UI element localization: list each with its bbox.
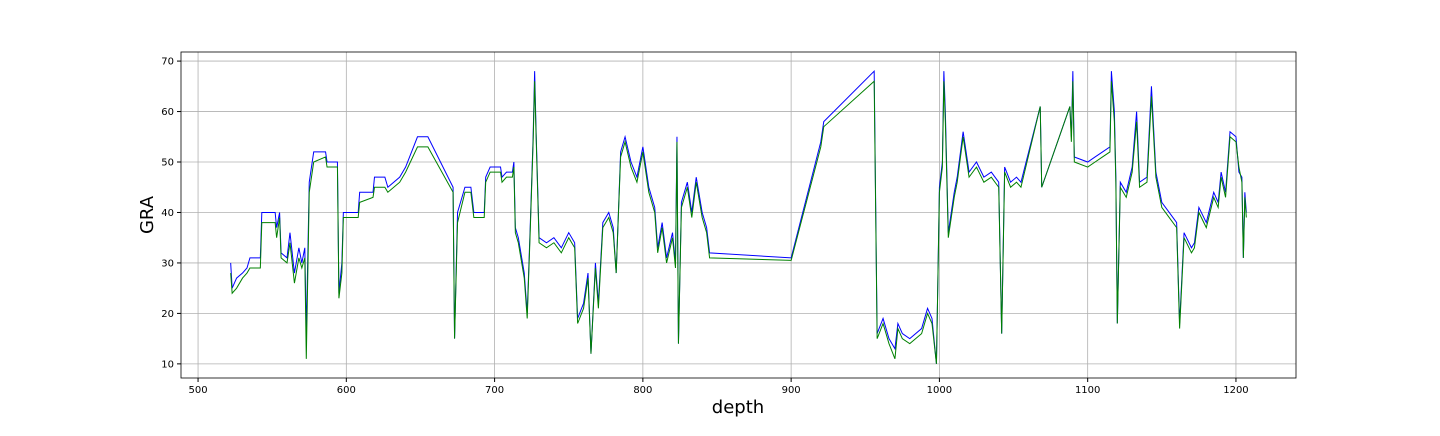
- x-tick-label: 1000: [927, 385, 952, 396]
- data-line: [230, 80, 1247, 364]
- x-tick-label: 500: [189, 385, 208, 396]
- x-tick-label: 1200: [1223, 385, 1248, 396]
- y-tick-label: 40: [161, 208, 174, 219]
- x-tick-label: 800: [633, 385, 652, 396]
- x-tick-label: 600: [337, 385, 356, 396]
- x-axis-label: depth: [712, 397, 764, 418]
- y-tick-label: 10: [161, 359, 174, 370]
- x-tick-label: 1100: [1075, 385, 1100, 396]
- y-tick-label: 50: [161, 158, 174, 169]
- plot-frame: [180, 51, 1297, 379]
- x-tick-label: 700: [485, 385, 504, 396]
- y-axis-label: GRA: [137, 195, 158, 234]
- y-tick-label: 60: [161, 107, 174, 118]
- y-tick-label: 70: [161, 57, 174, 68]
- y-tick-label: 30: [161, 258, 174, 269]
- x-tick-label: 900: [782, 385, 801, 396]
- y-tick-label: 20: [161, 309, 174, 320]
